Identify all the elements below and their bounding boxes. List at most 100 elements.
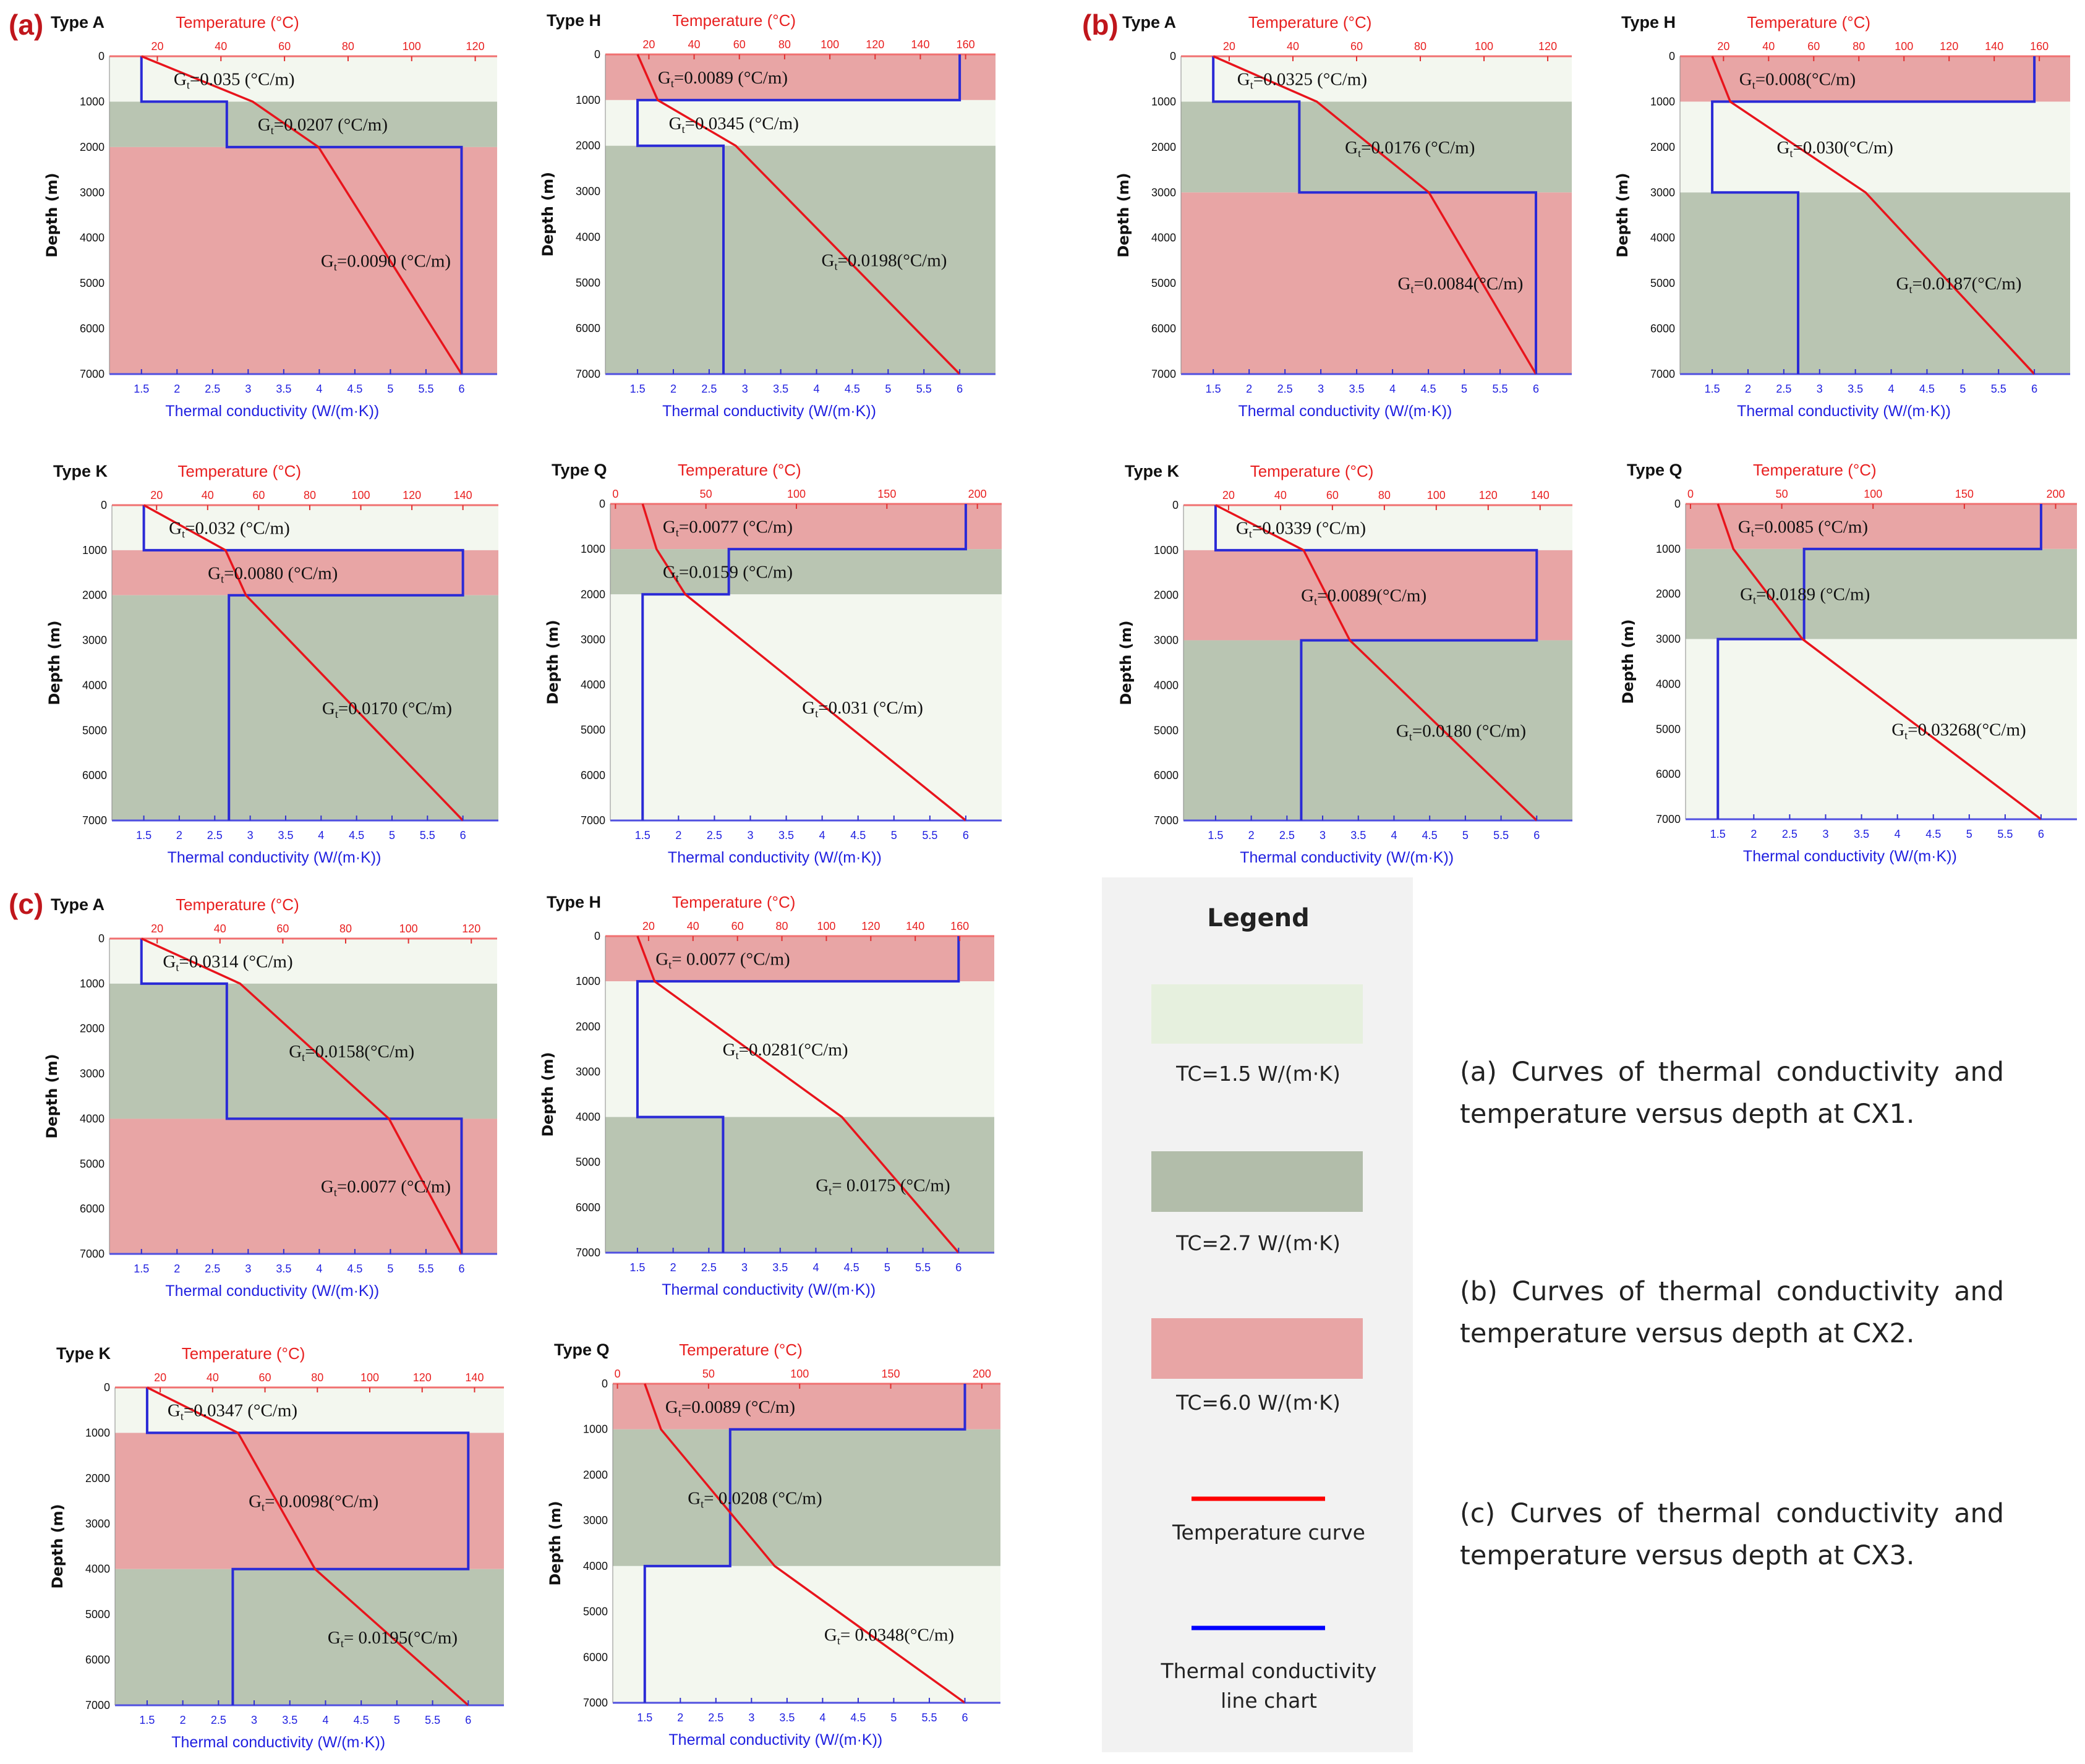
- conductivity-line: [636, 54, 961, 374]
- tc-tick-label: 2: [1745, 383, 1751, 395]
- gradient-subscript: t: [1752, 79, 1755, 92]
- tc-tick-label: 3.5: [276, 1263, 291, 1275]
- depth-axis-title: Depth (m): [1115, 173, 1132, 257]
- temperature-tick-label: 100: [790, 1368, 809, 1380]
- temperature-tick-label: 80: [311, 1371, 323, 1384]
- tc-tick-label: 6: [460, 829, 466, 842]
- depth-tick-label: 2000: [583, 1468, 608, 1481]
- temperature-tick-label: 80: [342, 40, 354, 53]
- tc-tick-label: 2: [670, 1261, 676, 1274]
- depth-tick-label: 6000: [583, 1651, 608, 1663]
- tc-tick-label: 3.5: [1349, 383, 1365, 395]
- depth-tick-label: 3000: [1656, 633, 1681, 646]
- temperature-tick-label: 20: [151, 40, 163, 53]
- temperature-axis-title: Temperature (°C): [1753, 461, 1877, 479]
- temperature-axis-title: Temperature (°C): [672, 11, 796, 30]
- tc-axis-title: Thermal conductivity (W/(m·K)): [1737, 403, 1951, 420]
- tc-tick-label: 4: [1895, 828, 1901, 840]
- tc-tick-label: 3.5: [276, 383, 291, 395]
- layer-background: [115, 1569, 504, 1705]
- tc-tick-label: 3: [251, 1714, 257, 1726]
- tc-tick-label: 5: [890, 1711, 897, 1724]
- depth-tick-label: 4000: [576, 231, 600, 243]
- gradient-subscript: t: [1314, 595, 1317, 608]
- tc-tick-label: 6: [957, 383, 963, 395]
- gradient-label: Gt=0.0345 (°C/m): [669, 114, 799, 135]
- tc-axis-title: Thermal conductivity (W/(m·K)): [668, 1731, 882, 1749]
- depth-tick-label: 6000: [80, 323, 104, 335]
- legend-swatch-tc-1-5: [1151, 984, 1363, 1044]
- tc-tick-label: 4: [814, 383, 820, 395]
- gradient-label: Gt=0.0281(°C/m): [723, 1040, 848, 1062]
- depth-tick-label: 4000: [85, 1563, 110, 1575]
- gradient-value: = 0.0348(°C/m): [840, 1625, 954, 1645]
- gradient-symbol: G: [328, 1628, 341, 1648]
- tc-tick-label: 5.5: [916, 383, 932, 395]
- gradient-value: =0.030(°C/m): [1793, 138, 1893, 158]
- gradient-value: =0.0345 (°C/m): [685, 114, 799, 134]
- gradient-label: Gt=0.0170 (°C/m): [322, 699, 452, 720]
- chart-panel: Gt=0.008(°C/m)Gt=0.030(°C/m)Gt=0.0187(°C…: [1614, 13, 2070, 420]
- temperature-tick-label: 40: [688, 38, 701, 51]
- legend-swatch-tc-6-0: [1151, 1318, 1363, 1379]
- gradient-value: =0.0180 (°C/m): [1412, 721, 1526, 741]
- depth-tick-label: 3000: [82, 634, 107, 647]
- gradient-value: =0.03268(°C/m): [1908, 720, 2026, 739]
- gradient-symbol: G: [1896, 274, 1909, 294]
- tc-tick-label: 4: [316, 1263, 322, 1275]
- gradient-label: Gt=0.0189 (°C/m): [1740, 585, 1870, 607]
- depth-axis-title: Depth (m): [49, 1504, 66, 1588]
- tc-tick-label: 4.5: [1422, 829, 1438, 842]
- gradient-symbol: G: [822, 250, 835, 270]
- depth-tick-label: 0: [98, 50, 104, 62]
- temperature-curve: [644, 1383, 966, 1704]
- tc-tick-label: 4.5: [850, 1711, 866, 1724]
- tc-tick-label: 1.5: [134, 1263, 149, 1275]
- depth-tick-label: 1000: [576, 94, 600, 106]
- temperature-axis-title: Temperature (°C): [679, 1340, 803, 1359]
- gradient-symbol: G: [1891, 720, 1904, 739]
- gradient-symbol: G: [723, 1040, 736, 1060]
- temperature-curve: [141, 937, 463, 1255]
- tc-tick-label: 5.5: [1493, 829, 1509, 842]
- temperature-tick-label: 140: [465, 1371, 484, 1384]
- gradient-label: Gt=0.0180 (°C/m): [1396, 721, 1526, 743]
- depth-tick-label: 7000: [1151, 368, 1176, 380]
- depth-tick-label: 1000: [1656, 543, 1681, 555]
- tc-tick-label: 5: [1461, 383, 1467, 395]
- gradient-subscript: t: [1909, 283, 1912, 296]
- gradient-value: =0.0159 (°C/m): [679, 563, 793, 582]
- tc-tick-label: 3: [247, 829, 254, 842]
- tc-tick-label: 4.5: [850, 829, 866, 842]
- tc-tick-label: 3: [1318, 383, 1324, 395]
- tc-tick-label: 5.5: [1997, 828, 2013, 840]
- depth-tick-label: 2000: [85, 1472, 110, 1485]
- layer-background: [610, 594, 1002, 820]
- temperature-tick-label: 80: [778, 38, 791, 51]
- tc-tick-label: 4: [322, 1714, 328, 1726]
- gradient-value: =0.0085 (°C/m): [1754, 517, 1868, 537]
- tc-tick-label: 3.5: [778, 829, 794, 842]
- tc-tick-label: 1.5: [1208, 829, 1223, 842]
- depth-tick-label: 6000: [1151, 323, 1176, 335]
- gradient-value: =0.0080 (°C/m): [224, 563, 338, 583]
- temperature-tick-label: 100: [821, 38, 839, 51]
- temperature-tick-label: 50: [700, 488, 712, 500]
- legend-title: Legend: [1207, 904, 1310, 932]
- layer-background: [1181, 192, 1572, 374]
- tc-tick-label: 3.5: [773, 383, 788, 395]
- gradient-label: Gt=0.0325 (°C/m): [1237, 70, 1367, 92]
- conductivity-line: [1214, 505, 1538, 820]
- gradient-subscript: t: [815, 707, 818, 720]
- tc-tick-label: 3: [748, 1711, 754, 1724]
- tc-tick-label: 1.5: [629, 1261, 645, 1274]
- depth-axis-title: Depth (m): [539, 1052, 556, 1136]
- depth-tick-label: 4000: [576, 1111, 600, 1123]
- layer-background: [112, 595, 498, 820]
- temperature-tick-label: 20: [642, 920, 655, 932]
- gradient-subscript: t: [335, 708, 338, 720]
- tc-tick-label: 4.5: [347, 1263, 362, 1275]
- depth-axis-title: Depth (m): [43, 1054, 61, 1138]
- depth-tick-label: 5000: [581, 724, 605, 736]
